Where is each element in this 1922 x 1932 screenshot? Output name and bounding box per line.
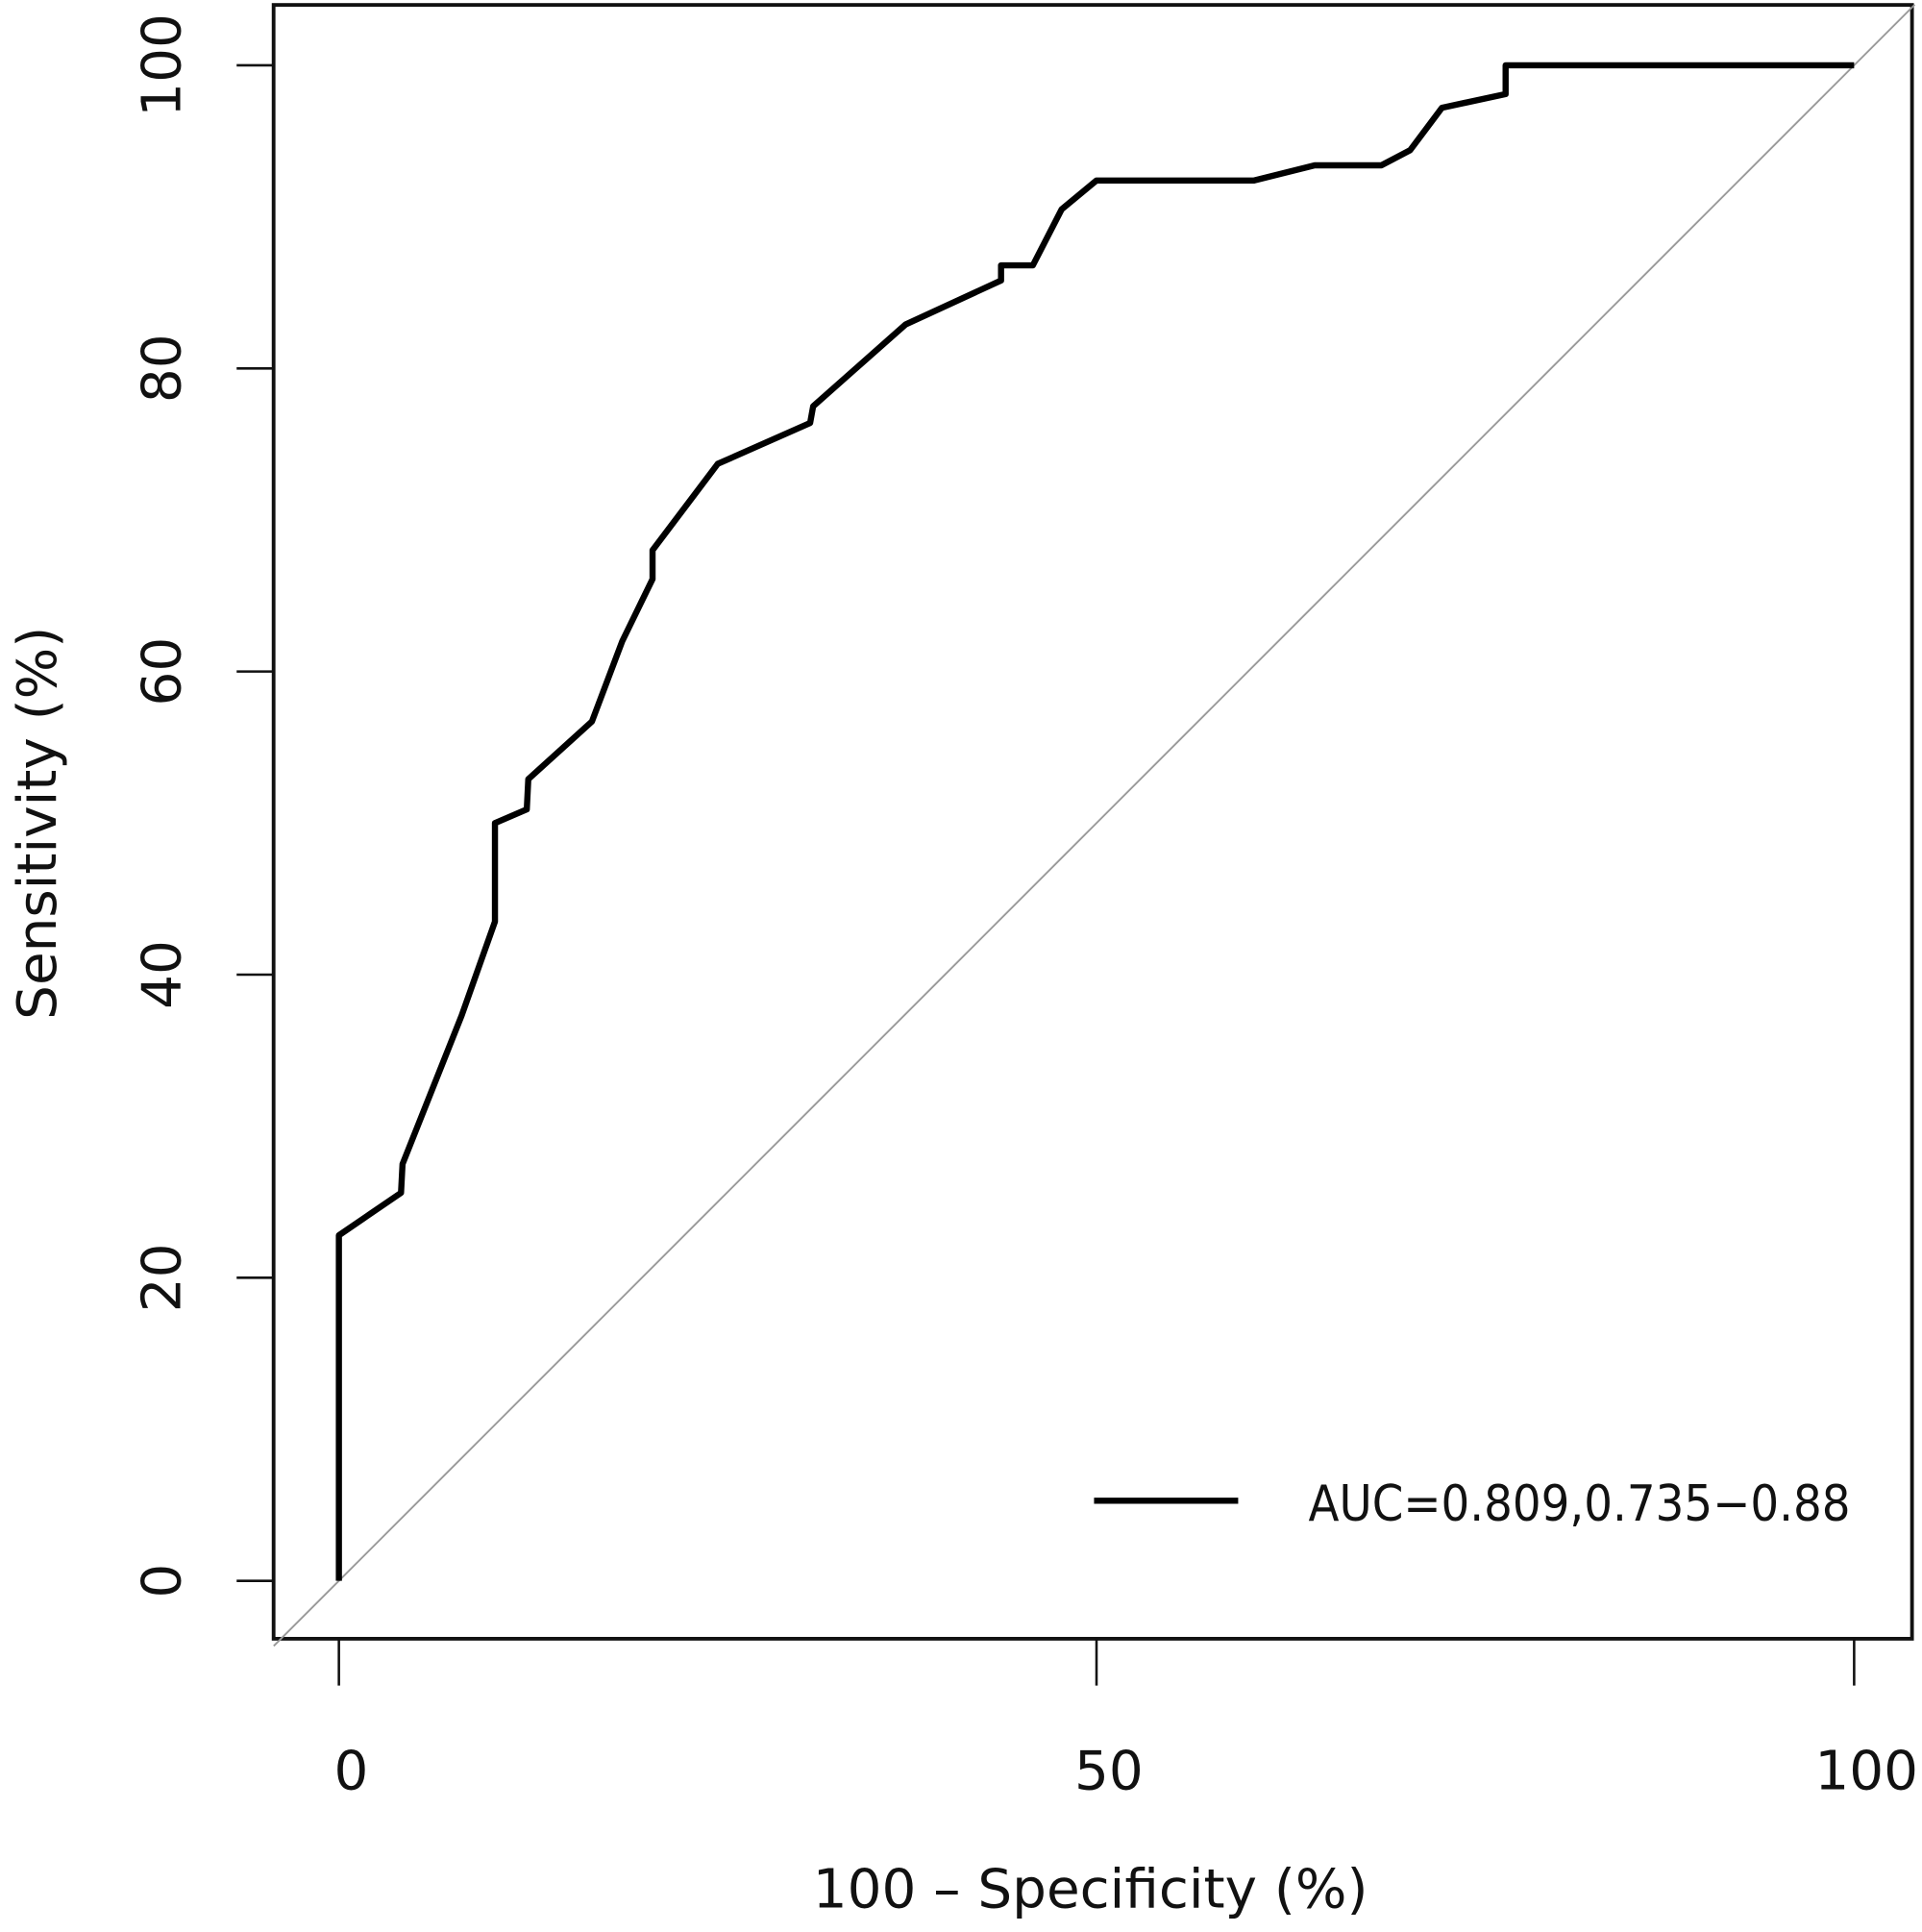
y-tick-label: 80 [131,334,193,403]
x-tick-label: 50 [1074,1740,1144,1802]
roc-curve [335,62,1855,1581]
y-tick-label: 20 [131,1243,193,1312]
x-tick-label: 0 [334,1740,369,1802]
y-tick-label: 100 [131,13,193,117]
y-tick-label: 60 [131,637,193,706]
reference-diagonal [273,4,1916,1647]
y-tick-label: 40 [131,940,193,1009]
y-axis-label: Sensitivity (%) [7,627,69,1020]
legend-label: AUC=0.809,0.735−0.88 [1308,1475,1850,1533]
x-tick-label: 100 [1814,1740,1918,1802]
y-tick-label: 0 [131,1564,193,1598]
x-axis-label: 100 – Specificity (%) [813,1858,1368,1920]
plot-frame [271,3,1914,1641]
